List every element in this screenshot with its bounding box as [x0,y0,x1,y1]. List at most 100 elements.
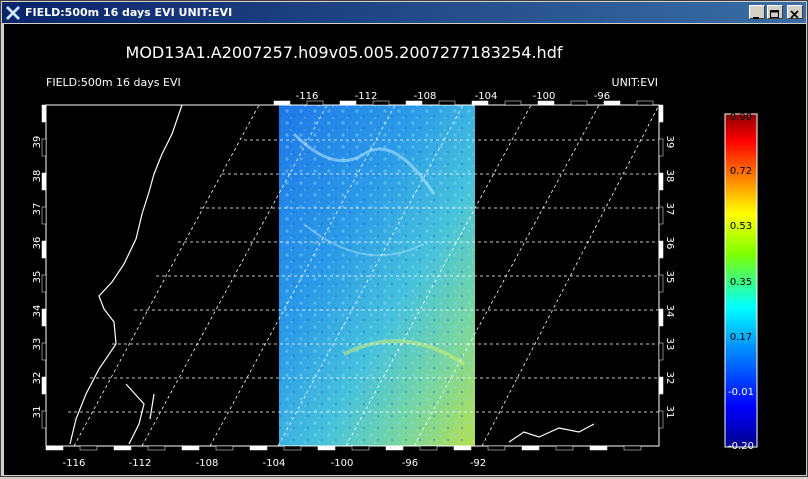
x-axis-top: -116 -112 -108 -104 -100 -96 [296,91,611,102]
frame-tick-bar [41,104,47,123]
colorbar-ramp [724,113,758,448]
colorbar-label: -0.01 [728,387,754,398]
frame-tick-bar [658,410,664,429]
frame-tick-bar [453,445,472,451]
evi-data-swath [279,105,475,446]
frame-tick-bar [306,100,324,106]
y-left-tick-label: 31 [32,406,43,419]
y-axis-right: 31 32 33 34 35 36 37 38 39 [664,136,675,419]
frame-tick-bar [45,445,64,451]
frame-tick-bar [41,240,47,259]
frame-tick-bar [41,206,47,225]
frame-tick-bar [41,342,47,361]
colorbar-label: 0.53 [730,221,752,232]
close-button[interactable] [787,5,803,19]
frame-tick-bar [113,445,132,451]
frame-tick-bar [570,100,588,106]
file-title: MOD13A1.A2007257.h09v05.005.200727718325… [126,43,563,62]
frame-tick-bar [658,138,664,157]
close-icon [790,10,799,19]
colorbar-label: 0.90 [730,112,752,123]
x-axis-bottom: -116 -112 -108 -104 -100 -96 -92 [63,458,487,469]
frame-tick-bar [487,445,506,451]
y-axis-left: 31 32 33 34 35 36 37 38 39 [32,136,43,419]
x-top-tick-label: -116 [296,91,319,102]
colorbar-label: 0.35 [730,277,752,288]
frame-tick-bar [215,445,234,451]
x-top-tick-label: -108 [414,91,437,102]
title-bar[interactable]: FIELD:500m 16 days EVI UNIT:EVI [2,2,806,23]
frame-tick-bar [181,445,200,451]
frame-tick-bar [555,445,574,451]
x-bottom-tick-label: -92 [470,458,486,469]
minimize-icon [753,17,759,19]
frame-tick-bar [41,274,47,293]
frame-tick-bar [658,274,664,293]
map-plot: MOD13A1.A2007257.h09v05.005.200727718325… [32,43,758,469]
unit-label: UNIT:EVI [612,76,658,89]
graticule-line [141,104,328,447]
graticule-line [413,104,600,447]
frame-tick-bar [41,376,47,395]
frame-tick-bar [317,445,336,451]
colorbar-label: 0.72 [730,166,752,177]
frame-tick-bar [419,445,438,451]
frame-tick-bar [405,100,423,106]
window-title: FIELD:500m 16 days EVI UNIT:EVI [25,6,233,19]
y-right-tick-label: 35 [664,271,675,284]
x-bottom-tick-label: -108 [196,458,219,469]
frame-tick-bar [471,100,489,106]
coastline-baja [125,383,155,445]
y-right-tick-label: 33 [664,338,675,351]
graticule [46,104,660,447]
y-right-tick-label: 36 [664,237,675,250]
graticule-line [209,104,396,447]
plot-canvas: MOD13A1.A2007257.h09v05.005.200727718325… [4,24,806,475]
y-left-tick-label: 32 [32,372,43,385]
frame-tick-bar [603,100,621,106]
x-top-tick-label: -104 [475,91,498,102]
colorbar-label: -0.20 [728,441,754,452]
coastline-gulf [508,423,595,443]
maximize-button[interactable] [767,5,783,19]
frame-tick-bar [273,100,291,106]
y-right-tick-label: 38 [664,170,675,183]
frame-tick-bar [521,445,540,451]
y-right-tick-label: 32 [664,372,675,385]
frame-tick-bar [658,104,664,123]
y-right-tick-label: 39 [664,136,675,149]
frame-tick-bar [41,138,47,157]
frame-tick-bar [41,172,47,191]
frame-tick-bar [658,206,664,225]
frame-tick-bar [79,445,98,451]
frame-tick-bar [658,376,664,395]
minimize-button[interactable] [749,5,765,19]
y-right-tick-label: 34 [664,305,675,318]
graticule-line [481,104,660,447]
x-bottom-tick-label: -112 [129,458,152,469]
frame-tick-bar [658,342,664,361]
x-top-tick-label: -112 [355,91,378,102]
frame-tick-bar [351,445,370,451]
y-right-tick-label: 31 [664,406,675,419]
colorbar-label: 0.17 [730,332,752,343]
frame-tick-bar [658,172,664,191]
frame-tick-bar [41,308,47,327]
y-left-tick-label: 38 [32,170,43,183]
frame-tick-bar [249,445,268,451]
y-left-tick-label: 33 [32,338,43,351]
frame-tick-bar [385,445,404,451]
frame-tick-bar [283,445,302,451]
frame-tick-bar [372,100,390,106]
x-bottom-tick-label: -100 [331,458,354,469]
x-bottom-tick-label: -96 [402,458,418,469]
x-bottom-tick-label: -116 [63,458,86,469]
app-logo-icon [5,5,21,21]
coastline [69,104,183,445]
frame-tick-bar [658,308,664,327]
frame-tick-bar [537,100,555,106]
y-left-tick-label: 34 [32,305,43,318]
x-bottom-tick-label: -104 [263,458,286,469]
frame-tick-bar [636,100,654,106]
